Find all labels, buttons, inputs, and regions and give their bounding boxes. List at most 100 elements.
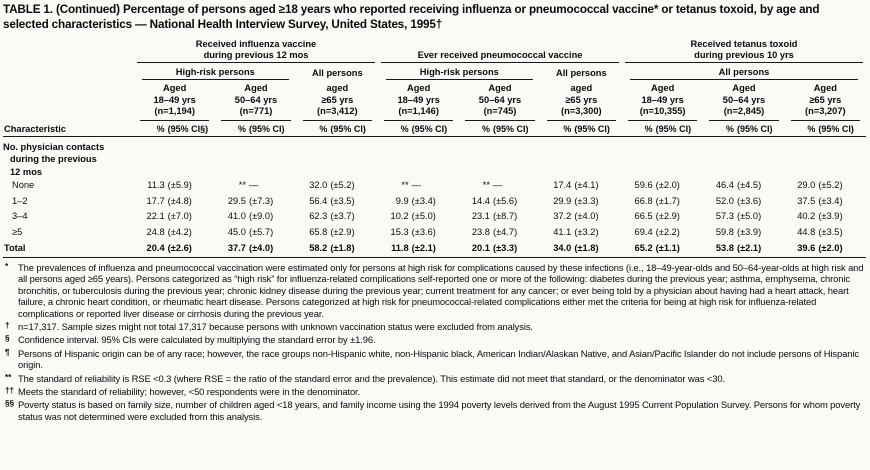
column-age-label: Aged xyxy=(732,83,756,93)
column-sample-size: (n=3,412) xyxy=(317,106,358,116)
value-cell: 44.8 (±3.5) xyxy=(785,225,866,241)
value-cell: 34.0 (±1.8) xyxy=(541,240,622,257)
ci-value: (±3.9) xyxy=(736,226,762,237)
section-line: No. physician contacts xyxy=(3,141,105,152)
subgroup-all-persons-pneumococcal: All persons xyxy=(556,68,607,78)
value-cell: 10.2 (±5.0) xyxy=(378,209,459,225)
value-cell: 56.4 (±3.5) xyxy=(297,194,378,210)
ci-value: (±2.1) xyxy=(736,242,762,253)
column-age-range: 18–49 yrs xyxy=(641,94,684,105)
characteristic-header: Characteristic xyxy=(4,123,67,134)
footnote-marker: ** xyxy=(5,372,12,382)
percent-value: 10.2 xyxy=(390,211,409,221)
ci-value: (±5.0) xyxy=(411,211,436,221)
column-sample-size: (n=3,207) xyxy=(805,106,846,116)
percent-value: 37.7 xyxy=(227,242,246,253)
footnote: † n=17,317. Sample sizes might not total… xyxy=(3,321,866,332)
column-age-range: ≥65 yrs xyxy=(321,94,354,105)
percent-symbol: % xyxy=(319,123,328,134)
value-cell: 15.3 (±3.6) xyxy=(378,225,459,241)
footnote: §§ Poverty status is based on family siz… xyxy=(3,399,866,422)
value-cell: ** — xyxy=(378,178,459,194)
footnote-text: The standard of reliability is RSE <0.3 … xyxy=(18,372,725,384)
vaccination-table: Received influenza vaccine during previo… xyxy=(3,39,866,258)
value-cell: ** — xyxy=(215,178,296,194)
group-tetanus-header: Received tetanus toxoid during previous … xyxy=(625,39,863,63)
percent-value: 22.1 xyxy=(146,211,165,221)
value-cell: 45.0 (±5.7) xyxy=(215,225,296,241)
measure-header: % (95% CI) xyxy=(297,121,378,136)
ci-header: (95% CI) xyxy=(492,123,529,134)
column-sample-size: (n=1,194) xyxy=(154,106,195,116)
footnotes: * The prevalences of influenza and pneum… xyxy=(3,262,866,422)
percent-value: 15.3 xyxy=(390,226,409,237)
percent-value: 23.1 xyxy=(471,211,490,221)
table-body: None 11.3 (±5.9) ** —32.0 (±5.2) ** — ** —17.4 (±4… xyxy=(3,178,866,258)
header-columns-row: Aged 18–49 yrs (n=1,194) Aged 50–64 yrs … xyxy=(3,80,866,121)
ci-value: (±4.2) xyxy=(167,226,192,237)
ci-value: (±4.5) xyxy=(736,180,762,190)
column-header: Aged 50–64 yrs (n=771) xyxy=(221,83,291,121)
ci-value: (±3.3) xyxy=(574,195,599,206)
percent-value: 40.2 xyxy=(797,211,816,221)
percent-value: 66.5 xyxy=(634,211,653,221)
group-title-line: Received influenza vaccine xyxy=(195,39,317,49)
ci-value: (±2.0) xyxy=(818,242,843,253)
column-age-range: ≥65 yrs xyxy=(565,94,598,105)
percent-symbol: % xyxy=(400,123,409,134)
footnote-text: Confidence interval. 95% CIs were calcul… xyxy=(18,334,376,346)
group-influenza-header: Received influenza vaccine during previo… xyxy=(137,39,375,63)
value-cell: 23.8 (±4.7) xyxy=(459,225,540,241)
section-line: 12 mos xyxy=(10,166,43,177)
ci-header: (95% CI) xyxy=(736,123,773,134)
value-cell: 37.2 (±4.0) xyxy=(541,209,622,225)
percent-value: 56.4 xyxy=(309,195,328,206)
percent-symbol: % xyxy=(481,123,490,134)
column-age-label: Aged xyxy=(488,83,512,93)
ci-value: (±4.1) xyxy=(574,180,599,190)
table-row: None 11.3 (±5.9) ** —32.0 (±5.2) ** — ** —17.4 (±4… xyxy=(3,178,866,194)
ci-value: (±3.7) xyxy=(330,211,355,221)
percent-value: 41.0 xyxy=(227,211,246,221)
measure-header: % (95% CI) xyxy=(378,121,459,136)
footnote-marker: §§ xyxy=(5,399,15,409)
percent-value: 23.8 xyxy=(471,226,490,237)
ci-value: (±2.1) xyxy=(411,242,436,253)
percent-value: ** xyxy=(401,180,409,190)
ci-value: (±3.3) xyxy=(492,242,518,253)
value-cell: 17.4 (±4.1) xyxy=(541,178,622,194)
table-row: ≥5 24.8 (±4.2) 45.0 (±5.7) 65.8 (±2.9) 15.3 (±3.… xyxy=(3,225,866,241)
value-cell: 24.8 (±4.2) xyxy=(134,225,215,241)
percent-value: ** xyxy=(482,180,490,190)
measure-header: % (95% CI) xyxy=(785,121,866,136)
percent-value: 52.0 xyxy=(715,195,734,206)
ci-value: (±7.0) xyxy=(167,211,192,221)
footnote-text: The prevalences of influenza and pneumoc… xyxy=(18,262,864,319)
table-title: TABLE 1. (Continued) Percentage of perso… xyxy=(3,3,820,31)
value-cell: 65.2 (±1.1) xyxy=(622,240,703,257)
value-cell: 41.0 (±9.0) xyxy=(215,209,296,225)
column-header: Aged 18–49 yrs (n=1,146) xyxy=(384,83,454,121)
row-label: None xyxy=(12,180,35,190)
percent-value: 29.0 xyxy=(797,180,816,190)
subgroup-all-persons-tetanus: All persons xyxy=(630,66,858,80)
ci-value: (±3.2) xyxy=(574,226,599,237)
column-age-label: Aged xyxy=(651,83,675,93)
value-cell: 39.6 (±2.0) xyxy=(785,240,866,257)
percent-value: 14.4 xyxy=(471,195,490,206)
percent-value: 29.5 xyxy=(227,195,246,206)
ci-value: (±5.9) xyxy=(167,180,192,190)
column-age-range: 50–64 yrs xyxy=(478,94,522,105)
column-age-range: 18–49 yrs xyxy=(397,94,440,105)
section-label: No. physician contacts during the previo… xyxy=(3,137,134,179)
measure-header: % (95% CI§) xyxy=(134,121,215,136)
ci-header: (95% CI) xyxy=(411,123,448,134)
ci-value: (±3.9) xyxy=(818,211,843,221)
column-age-label: Aged xyxy=(244,83,268,93)
row-label: 1–2 xyxy=(12,195,28,206)
value-cell: 52.0 (±3.6) xyxy=(703,194,784,210)
ci-value: (±3.5) xyxy=(330,195,355,206)
ci-header: (95% CI) xyxy=(818,123,854,134)
ci-header: (95% CI§) xyxy=(167,123,209,134)
column-age-range: 18–49 yrs xyxy=(153,94,196,105)
